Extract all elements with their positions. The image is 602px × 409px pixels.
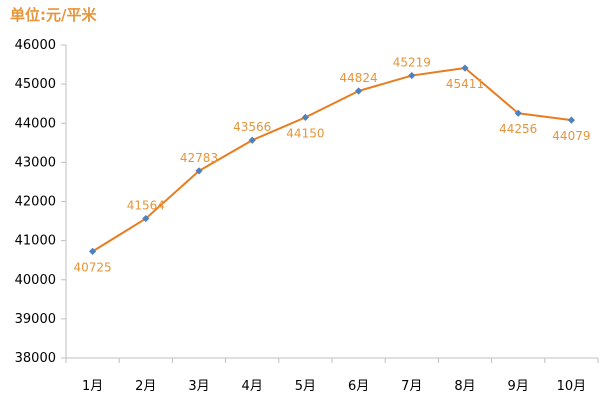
data-label: 42783: [180, 151, 218, 165]
x-tick-label: 2月: [135, 379, 156, 394]
x-tick-label: 4月: [242, 379, 263, 394]
x-tick-label: 8月: [454, 379, 475, 394]
data-label: 44079: [552, 129, 590, 143]
y-tick-label: 45000: [15, 77, 56, 92]
x-tick-label: 10月: [557, 379, 587, 394]
data-label: 44150: [286, 126, 324, 140]
x-tick-label: 9月: [508, 379, 529, 394]
y-tick-label: 46000: [15, 38, 56, 53]
data-label: 45411: [446, 77, 484, 91]
y-tick-label: 43000: [15, 155, 56, 170]
data-point-marker: [195, 167, 203, 175]
data-point-marker: [408, 71, 416, 80]
y-tick-label: 44000: [15, 116, 56, 131]
series-line: [91, 67, 573, 253]
data-label: 44824: [340, 71, 378, 85]
data-point-marker: [248, 136, 256, 144]
data-label: 43566: [233, 120, 271, 134]
x-tick-label: 7月: [401, 379, 422, 394]
y-tick-label: 38000: [15, 351, 56, 366]
y-tick-label: 39000: [15, 312, 56, 327]
data-label: 41564: [127, 199, 165, 213]
chart-title: 单位:元/平米: [10, 6, 97, 24]
data-label: 44256: [499, 122, 537, 136]
data-point-marker: [355, 87, 363, 95]
x-tick-label: 5月: [295, 379, 316, 394]
data-label: 45219: [393, 56, 431, 70]
data-point-marker: [142, 214, 150, 223]
x-tick-label: 3月: [188, 379, 209, 394]
x-tick-label: 1月: [82, 379, 103, 394]
data-point-marker: [567, 116, 575, 124]
data-point-marker: [461, 64, 469, 72]
data-point-marker: [514, 109, 522, 117]
data-point-marker: [89, 247, 97, 255]
y-tick-label: 40000: [15, 273, 56, 288]
y-tick-label: 41000: [15, 234, 56, 249]
x-tick-label: 6月: [348, 379, 369, 394]
y-tick-label: 42000: [15, 195, 56, 210]
data-label: 40725: [74, 260, 112, 274]
data-point-marker: [301, 113, 309, 121]
